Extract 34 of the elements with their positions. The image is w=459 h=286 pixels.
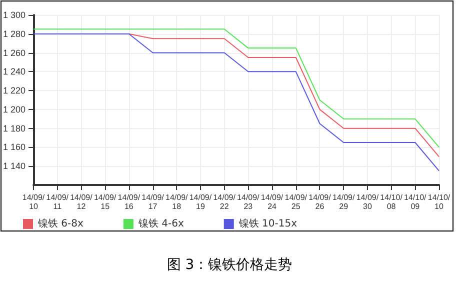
- y-tick-label: 1 220: [2, 86, 26, 96]
- y-tick-label: 1 260: [2, 48, 26, 58]
- y-tick-label: 1 240: [2, 66, 26, 77]
- legend-label: 镍铁 10-15x: [238, 218, 298, 230]
- y-tick-label: 1 180: [2, 123, 26, 134]
- x-tick-label: 14/10/10: [428, 193, 451, 211]
- line-series: [128, 33, 440, 158]
- x-tick-label: 14/09/29: [332, 193, 356, 211]
- x-tick-label: 14/10/08: [380, 193, 404, 211]
- y-tick-label: 1 200: [2, 104, 26, 114]
- y-tick-label: 1 280: [2, 28, 26, 39]
- x-tick-label: 14/09/18: [166, 193, 189, 211]
- x-tick-label: 14/09/30: [356, 193, 380, 211]
- y-tick-label: 1 140: [2, 161, 26, 172]
- x-tick-label: 14/09/26: [308, 193, 332, 211]
- x-tick-label: 14/09/24: [260, 193, 284, 211]
- caption: 图 3：镍铁价格走势: [166, 257, 292, 273]
- x-tick-label: 14/09/17: [142, 193, 165, 211]
- x-tick-label: 14/10/09: [404, 193, 428, 211]
- line-series: [33, 28, 440, 148]
- legend-label: 镍铁 6-8x: [37, 218, 84, 230]
- x-tick-label: 14/09/23: [237, 193, 260, 211]
- x-tick-label: 14/09/22: [213, 193, 236, 211]
- legend-label: 镍铁 4-6x: [137, 218, 184, 230]
- x-tick-label: 14/09/10: [22, 193, 46, 211]
- x-tick-label: 14/09/16: [118, 193, 141, 211]
- x-tick-label: 14/09/25: [284, 193, 308, 211]
- x-tick-label: 14/09/11: [46, 193, 70, 211]
- line-series: [33, 33, 440, 172]
- y-tick-label: 1 160: [2, 142, 26, 152]
- x-tick-label: 14/09/12: [70, 193, 94, 211]
- y-tick-label: 1 300: [2, 10, 26, 20]
- x-tick-label: 14/09/19: [189, 193, 212, 211]
- x-tick-label: 14/09/15: [94, 193, 117, 211]
